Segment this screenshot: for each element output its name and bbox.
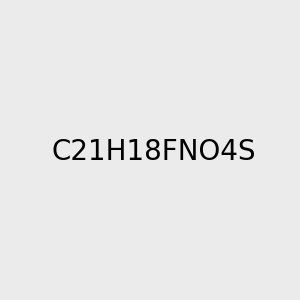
Text: C21H18FNO4S: C21H18FNO4S (52, 137, 256, 166)
